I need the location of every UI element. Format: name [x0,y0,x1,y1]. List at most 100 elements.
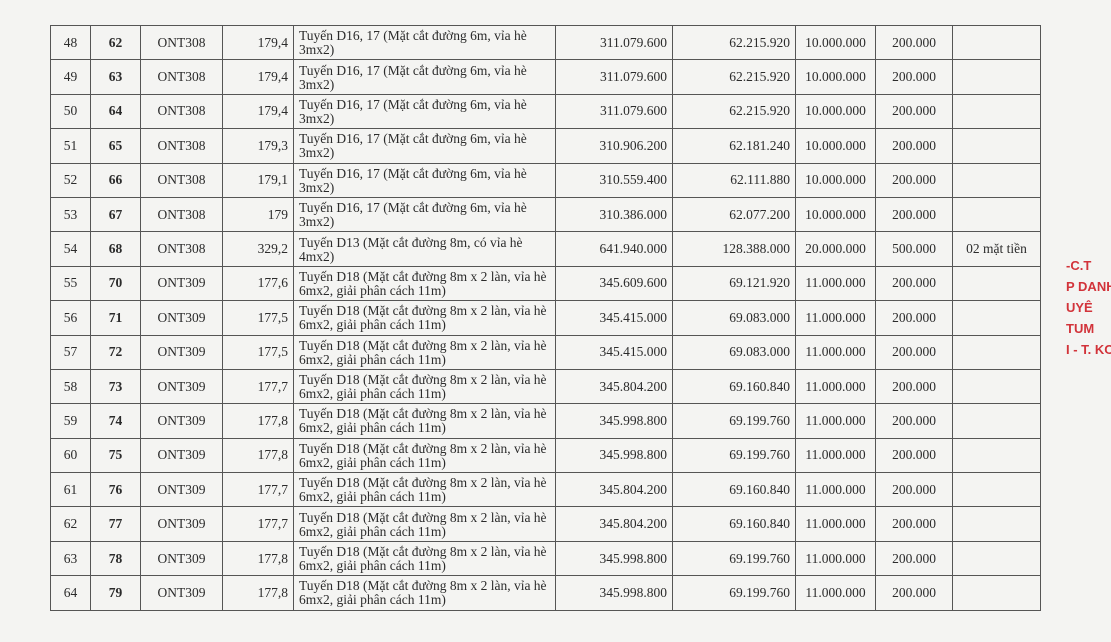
table-row: 61 76 ONT309 177,7 Tuyến D18 (Mặt cắt đường … [50,472,1041,508]
registration-fee: 200.000 [875,506,953,542]
row-number: 51 [50,128,91,164]
lot-number: 79 [90,575,141,611]
empty-cell [952,334,1041,370]
land-type: ONT308 [140,128,223,164]
fee: 62.215.920 [672,93,796,130]
land-type: ONT309 [140,300,223,336]
land-price: 345.609.600 [555,265,673,302]
lot-number: 62 [90,24,141,61]
land-price: 310.386.000 [555,196,673,233]
table-row: 51 65 ONT308 179,3 Tuyến D16, 17 (Mặt cắt đư… [50,128,1041,164]
fee: 62.077.200 [672,196,796,233]
lot-number: 78 [90,540,141,577]
fee: 69.199.760 [672,540,796,577]
deposit: 10.000.000 [795,24,876,61]
road-description: Tuyến D16, 17 (Mặt cắt đường 6m, vỉa hè … [293,128,556,164]
fee: 69.199.760 [672,403,796,439]
fee: 69.121.920 [672,265,796,302]
empty-cell [952,540,1041,577]
area: 177,8 [222,437,294,474]
area: 177,5 [222,334,294,370]
land-price: 311.079.600 [555,93,673,130]
area: 177,7 [222,472,294,508]
note: 02 mặt tiền [952,231,1041,267]
area: 329,2 [222,231,294,267]
registration-fee: 200.000 [875,128,953,164]
deposit: 11.000.000 [795,575,876,611]
row-number: 59 [50,403,91,439]
land-type: ONT308 [140,162,223,198]
road-description: Tuyến D18 (Mặt cắt đường 8m x 2 làn, vỉa… [293,300,556,336]
empty-cell [952,472,1041,508]
land-type: ONT308 [140,196,223,233]
area: 179 [222,196,294,233]
deposit: 10.000.000 [795,93,876,130]
lot-number: 67 [90,196,141,233]
land-type: ONT308 [140,231,223,267]
row-number: 55 [50,265,91,302]
empty-cell [952,128,1041,164]
fee: 62.215.920 [672,59,796,95]
land-type: ONT309 [140,575,223,611]
deposit: 10.000.000 [795,128,876,164]
road-description: Tuyến D18 (Mặt cắt đường 8m x 2 làn, vỉa… [293,265,556,302]
road-description: Tuyến D18 (Mặt cắt đường 8m x 2 làn, vỉa… [293,437,556,474]
land-type: ONT309 [140,437,223,474]
row-number: 57 [50,334,91,370]
road-description: Tuyến D16, 17 (Mặt cắt đường 6m, vỉa hè … [293,196,556,233]
registration-fee: 200.000 [875,368,953,405]
row-number: 58 [50,368,91,405]
road-description: Tuyến D16, 17 (Mặt cắt đường 6m, vỉa hè … [293,24,556,61]
lot-number: 72 [90,334,141,370]
empty-cell [952,59,1041,95]
fee: 128.388.000 [672,231,796,267]
fee: 69.199.760 [672,437,796,474]
area: 179,1 [222,162,294,198]
area: 179,4 [222,24,294,61]
row-number: 52 [50,162,91,198]
lot-number: 75 [90,437,141,474]
table-row: 60 75 ONT309 177,8 Tuyến D18 (Mặt cắt đường … [50,437,1041,474]
lot-number: 77 [90,506,141,542]
table-row: 56 71 ONT309 177,5 Tuyến D18 (Mặt cắt đường … [50,300,1041,336]
row-number: 64 [50,575,91,611]
land-type: ONT309 [140,403,223,439]
deposit: 11.000.000 [795,265,876,302]
empty-cell [952,575,1041,611]
road-description: Tuyến D18 (Mặt cắt đường 8m x 2 làn, vỉa… [293,368,556,405]
land-price: 310.559.400 [555,162,673,198]
land-price: 310.906.200 [555,128,673,164]
table-row: 64 79 ONT309 177,8 Tuyến D18 (Mặt cắt đường … [50,575,1041,611]
deposit: 11.000.000 [795,368,876,405]
area: 177,7 [222,368,294,405]
registration-fee: 200.000 [875,93,953,130]
deposit: 11.000.000 [795,403,876,439]
road-description: Tuyến D13 (Mặt cắt đường 8m, có vỉa hè 4… [293,231,556,267]
land-price: 345.804.200 [555,506,673,542]
deposit: 10.000.000 [795,196,876,233]
fee: 69.199.760 [672,575,796,611]
empty-cell [952,162,1041,198]
area: 177,7 [222,506,294,542]
area: 179,4 [222,59,294,95]
table-row: 52 66 ONT308 179,1 Tuyến D16, 17 (Mặt cắt đư… [50,162,1041,198]
lot-number: 70 [90,265,141,302]
lot-number: 63 [90,59,141,95]
red-stamp: -C.T P DANH UYÊ TUM I - T. KO [1066,255,1111,455]
road-description: Tuyến D18 (Mặt cắt đường 8m x 2 làn, vỉa… [293,472,556,508]
land-price-table: 48 62 ONT308 179,4 Tuyến D16, 17 (Mặt cắt đư… [50,24,1041,611]
row-number: 53 [50,196,91,233]
area: 177,8 [222,575,294,611]
fee: 69.160.840 [672,368,796,405]
fee: 69.083.000 [672,300,796,336]
registration-fee: 200.000 [875,59,953,95]
registration-fee: 200.000 [875,403,953,439]
land-price: 345.998.800 [555,540,673,577]
registration-fee: 500.000 [875,231,953,267]
table-row: 48 62 ONT308 179,4 Tuyến D16, 17 (Mặt cắt đư… [50,24,1041,61]
lot-number: 74 [90,403,141,439]
lot-number: 76 [90,472,141,508]
road-description: Tuyến D18 (Mặt cắt đường 8m x 2 làn, vỉa… [293,540,556,577]
deposit: 10.000.000 [795,59,876,95]
deposit: 20.000.000 [795,231,876,267]
